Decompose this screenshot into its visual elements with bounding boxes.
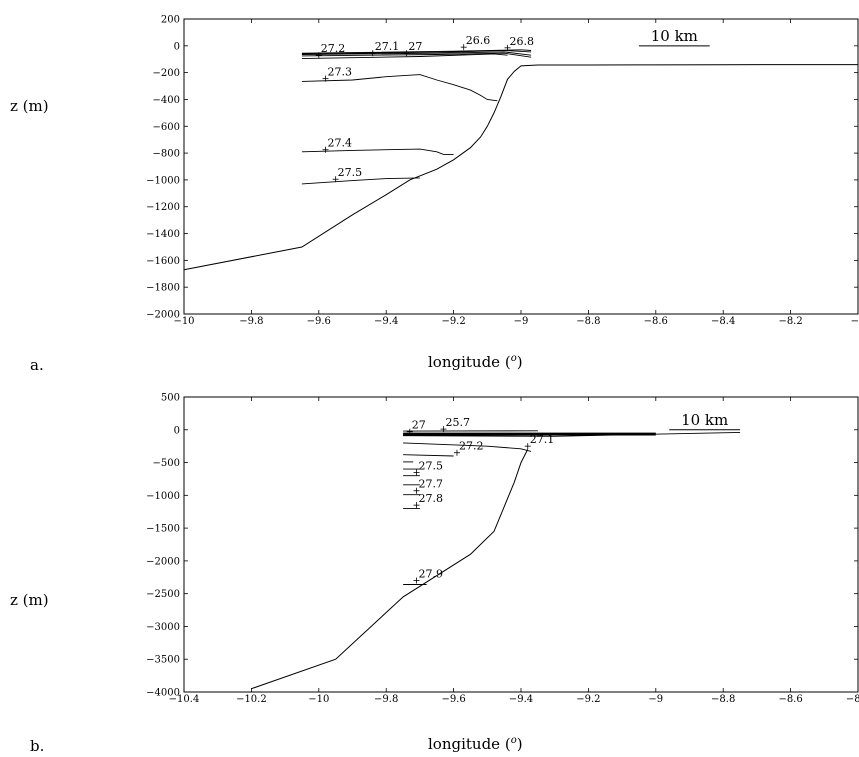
x-tick-label: −9.2 xyxy=(576,694,600,705)
y-tick-label: −2500 xyxy=(146,589,180,600)
scale-bar-label: 10 km xyxy=(681,411,728,429)
x-tick-label: −8.6 xyxy=(644,316,668,327)
x-tick-label: −8.6 xyxy=(778,694,802,705)
y-tick-label: −1000 xyxy=(146,175,180,186)
isopycnal-contour xyxy=(301,50,532,55)
isopycnal-contour xyxy=(301,53,508,60)
contour-label: 27.5 xyxy=(338,166,363,179)
isopycnal-contour xyxy=(301,74,498,102)
y-tick-label: −800 xyxy=(153,149,180,160)
xlabel-b-text: longitude ( xyxy=(428,735,511,753)
x-tick-label: −10 xyxy=(308,694,329,705)
x-tick-label: −8.8 xyxy=(711,694,735,705)
contour-label: 27.2 xyxy=(459,440,484,453)
contour-label: 27.7 xyxy=(419,478,444,491)
contour-label: 27.3 xyxy=(328,66,353,79)
y-tick-label: −400 xyxy=(153,95,180,106)
y-tick-label: −2000 xyxy=(146,310,180,321)
x-tick-label: −9.8 xyxy=(239,316,263,327)
y-tick-label: −1800 xyxy=(146,283,180,294)
x-tick-label: −10.2 xyxy=(236,694,267,705)
contour-label: 27.5 xyxy=(419,459,444,472)
isopycnal-contour xyxy=(403,442,532,452)
contour-label: 27.1 xyxy=(530,433,555,446)
ylabel-b: z (m) xyxy=(10,591,49,609)
x-tick-label: −9.2 xyxy=(441,316,465,327)
contour-label: 27.4 xyxy=(328,137,353,150)
xlabel-b-end: ) xyxy=(516,735,523,753)
contour-label: 27.9 xyxy=(419,568,444,581)
y-tick-label: 200 xyxy=(161,15,180,26)
y-tick-label: −3000 xyxy=(146,622,180,633)
contour-label: 26.6 xyxy=(466,34,491,47)
y-tick-label: −2000 xyxy=(146,556,180,567)
isopycnal-contour xyxy=(301,49,532,54)
xlabel-a-sup: o xyxy=(510,353,517,364)
x-tick-label: −9 xyxy=(648,694,663,705)
x-tick-label: −8.4 xyxy=(846,694,859,705)
xlabel-a: longitude (o) xyxy=(428,353,523,371)
isopycnal-contour xyxy=(301,177,420,185)
y-tick-label: 0 xyxy=(174,41,180,52)
y-tick-label: −600 xyxy=(153,122,180,133)
x-tick-label: −8.8 xyxy=(576,316,600,327)
x-tick-label: −8.4 xyxy=(711,316,735,327)
plot-panel-b: −10.4 −10.2 −10 −9.8 −9.6 −9.4 −9.2 −9 −8.8 −8.6 −… xyxy=(146,393,859,706)
contour-label: 27 xyxy=(412,419,426,432)
scale-bar-label: 10 km xyxy=(651,27,698,45)
x-tick-label: −9.8 xyxy=(374,694,398,705)
y-tick-label: −3500 xyxy=(146,655,180,666)
x-tick-label: −9.6 xyxy=(307,316,331,327)
isopycnal-contour xyxy=(301,51,532,56)
panel-label-b: b. xyxy=(30,737,45,755)
isopycnal-contour xyxy=(301,52,532,58)
contour-label: 26.8 xyxy=(510,35,535,48)
y-tick-label: −500 xyxy=(153,458,180,469)
ylabel-a: z (m) xyxy=(10,97,49,115)
x-tick-label: −9.4 xyxy=(374,316,398,327)
contour-label: 27 xyxy=(408,40,422,53)
contour-label: 27.1 xyxy=(375,40,400,53)
xlabel-b-sup: o xyxy=(510,735,517,746)
xlabel-a-end: ) xyxy=(516,353,523,371)
plot-panel-a: −10 −9.8 −9.6 −9.4 −9.2 −9 −8.8 −8.6 −8.4 −8.2 −8 2… xyxy=(146,15,859,328)
y-tick-label: −1500 xyxy=(146,524,180,535)
isopycnal-contour xyxy=(403,431,741,437)
isopycnal-contour xyxy=(301,148,454,155)
x-tick-label: −9.6 xyxy=(441,694,465,705)
bathymetry-line xyxy=(251,449,529,690)
plot-frame xyxy=(183,396,859,693)
x-tick-label: −10 xyxy=(173,316,194,327)
y-tick-label: −1400 xyxy=(146,229,180,240)
y-tick-label: −4000 xyxy=(146,688,180,699)
contour-label: 27.8 xyxy=(419,492,444,505)
y-tick-label: −1000 xyxy=(146,491,180,502)
bathymetry-line xyxy=(183,64,858,271)
plot-frame xyxy=(183,18,859,315)
contour-label: 27.2 xyxy=(321,42,346,55)
contour-label: 25.7 xyxy=(445,416,470,429)
x-tick-label: −9.4 xyxy=(509,694,533,705)
x-tick-label: −9 xyxy=(514,316,529,327)
isopycnal-contour xyxy=(403,454,454,457)
y-tick-label: 0 xyxy=(174,425,180,436)
y-tick-label: 500 xyxy=(161,393,180,404)
panel-label-a: a. xyxy=(30,356,44,374)
y-tick-label: −1200 xyxy=(146,202,180,213)
y-tick-label: −1600 xyxy=(146,256,180,267)
xlabel-b: longitude (o) xyxy=(428,735,523,753)
xlabel-a-text: longitude ( xyxy=(428,353,511,371)
x-tick-label: −8.2 xyxy=(778,316,802,327)
x-tick-label: −8 xyxy=(851,316,859,327)
x-tick-label: −10.4 xyxy=(169,694,200,705)
y-tick-label: −200 xyxy=(153,68,180,79)
